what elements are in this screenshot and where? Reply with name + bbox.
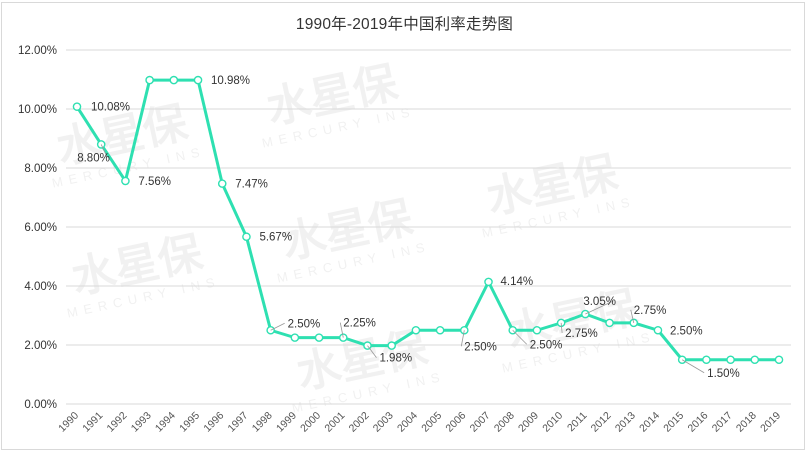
- data-point-marker[interactable]: [290, 333, 300, 342]
- data-point-marker[interactable]: [702, 355, 711, 365]
- leader-line: [460, 330, 465, 347]
- x-tick-label: 2005: [419, 410, 444, 435]
- x-tick-label: 2004: [395, 410, 420, 435]
- data-point-marker[interactable]: [774, 355, 784, 365]
- leader-line: [339, 322, 344, 338]
- y-tick-label: 12.00%: [18, 45, 57, 57]
- x-tick-label: 1996: [201, 410, 226, 435]
- leader-line: [630, 309, 635, 323]
- gridlines: [66, 49, 791, 405]
- leader-line: [512, 329, 528, 345]
- x-tick-label: 2003: [371, 410, 396, 435]
- leader-line: [560, 322, 563, 333]
- data-point-marker[interactable]: [314, 333, 324, 342]
- x-tick-label: 2019: [758, 410, 783, 435]
- data-label: 2.75%: [565, 328, 598, 340]
- data-label: 7.56%: [138, 176, 171, 188]
- x-tick-label: 2012: [589, 410, 614, 435]
- x-tick-label: 2014: [637, 410, 662, 435]
- y-tick-label: 2.00%: [24, 340, 57, 352]
- data-label: 4.14%: [501, 276, 534, 288]
- x-tick-label: 1997: [226, 410, 251, 435]
- leader-line: [585, 300, 614, 315]
- y-tick-label: 4.00%: [24, 281, 57, 293]
- data-label: 10.98%: [211, 75, 250, 87]
- x-tick-label: 1993: [129, 410, 154, 435]
- x-tick-label: 1994: [153, 410, 178, 435]
- data-point-marker[interactable]: [484, 277, 493, 287]
- data-label: 2.50%: [670, 325, 703, 337]
- x-tick-label: 1991: [80, 410, 105, 435]
- leader-line: [270, 322, 285, 331]
- data-point-marker[interactable]: [169, 75, 179, 85]
- x-tick-label: 2015: [661, 410, 686, 435]
- x-axis: 1990 1991 1992 1993 1994 1995 1996 1997 1998 1999…: [56, 410, 783, 435]
- leader-line: [367, 345, 377, 358]
- data-label: 10.08%: [91, 102, 130, 114]
- data-labels: 10.08% 8.80% 7.56% 10.98% 7.47% 5.67% 2.50% 2.2…: [77, 75, 740, 380]
- x-tick-label: 1998: [250, 410, 275, 435]
- x-tick-label: 2006: [443, 410, 468, 435]
- x-tick-label: 2016: [685, 410, 710, 435]
- y-tick-label: 8.00%: [24, 163, 57, 175]
- leader-line: [681, 359, 705, 374]
- data-point-marker[interactable]: [653, 325, 663, 335]
- data-point-marker[interactable]: [145, 75, 154, 85]
- x-tick-label: 2008: [492, 410, 517, 435]
- y-tick-label: 0.00%: [24, 399, 57, 411]
- data-point-marker[interactable]: [726, 355, 735, 365]
- x-tick-label: 1995: [177, 410, 202, 435]
- leader-line: [100, 144, 108, 158]
- data-point-marker[interactable]: [605, 318, 614, 328]
- data-label: 1.98%: [379, 353, 412, 365]
- data-label: 5.67%: [259, 232, 292, 244]
- data-point-marker[interactable]: [217, 179, 227, 188]
- x-tick-label: 2011: [565, 410, 590, 435]
- x-tick-label: 2001: [322, 410, 347, 435]
- x-tick-label: 1990: [56, 410, 81, 435]
- data-point-marker[interactable]: [750, 355, 760, 365]
- data-point-marker[interactable]: [411, 325, 421, 335]
- data-point-marker[interactable]: [193, 75, 203, 85]
- data-point-marker[interactable]: [435, 325, 445, 335]
- data-label: 1.50%: [707, 368, 740, 380]
- x-tick-label: 2017: [710, 410, 735, 435]
- chart-frame: [1, 2, 805, 450]
- x-tick-label: 2009: [516, 410, 541, 435]
- series-line: [72, 75, 784, 365]
- data-label: 2.50%: [288, 318, 321, 330]
- x-tick-label: 2018: [734, 410, 759, 435]
- y-tick-label: 10.00%: [18, 104, 57, 116]
- data-label: 2.50%: [464, 341, 497, 353]
- data-point-marker[interactable]: [242, 232, 251, 242]
- x-tick-label: 2002: [347, 410, 372, 435]
- data-label: 3.05%: [583, 296, 616, 308]
- x-tick-label: 2010: [540, 410, 565, 435]
- data-label: 8.80%: [77, 152, 110, 164]
- data-label: 7.47%: [235, 179, 268, 191]
- data-point-marker[interactable]: [72, 102, 82, 111]
- x-tick-label: 1992: [105, 410, 130, 435]
- data-point-marker[interactable]: [387, 341, 396, 350]
- data-label: 2.25%: [343, 318, 376, 330]
- y-tick-label: 6.00%: [24, 222, 57, 234]
- x-tick-label: 2013: [613, 410, 638, 435]
- data-point-marker[interactable]: [121, 176, 130, 186]
- data-label: 2.75%: [634, 305, 667, 317]
- data-label: 2.50%: [530, 339, 563, 351]
- y-axis: 0.00% 2.00% 4.00% 6.00% 8.00% 10.00% 12.00%: [18, 45, 57, 411]
- data-point-marker[interactable]: [532, 325, 542, 335]
- data-point-marker[interactable]: [629, 318, 639, 328]
- chart-title: 1990年-2019年中国利率走势图: [295, 16, 514, 33]
- x-tick-label: 2007: [468, 410, 493, 435]
